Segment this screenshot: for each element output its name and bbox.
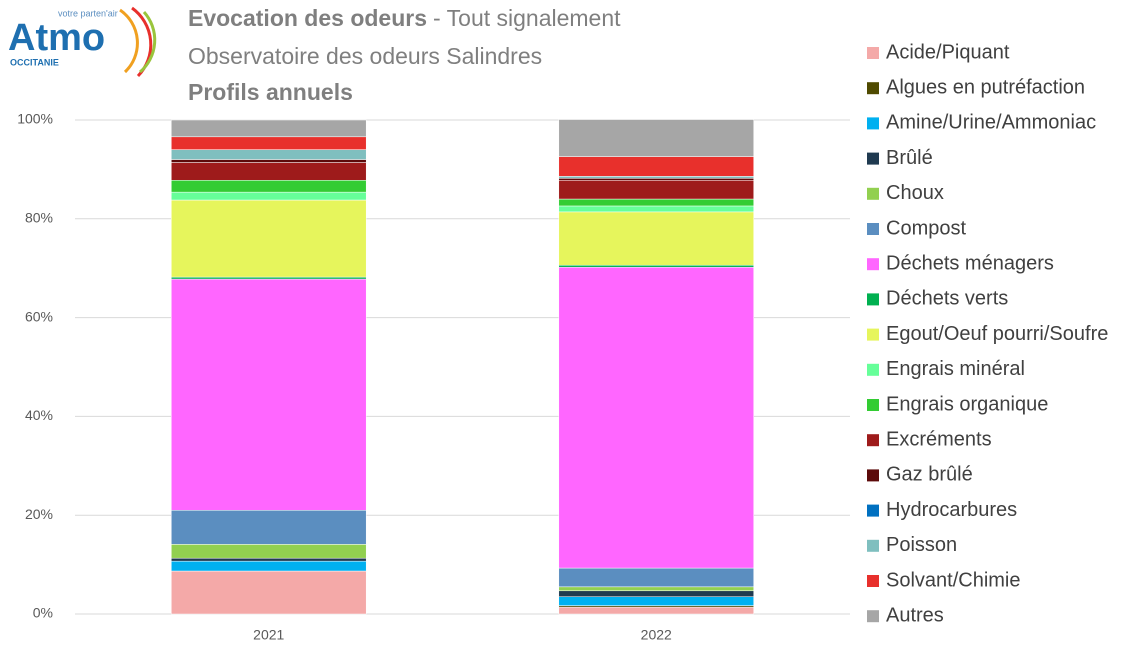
legend-swatch	[867, 504, 879, 517]
bar-segment	[558, 590, 754, 597]
bar-segment	[171, 191, 367, 201]
bar-segment	[171, 276, 367, 280]
legend-swatch	[867, 434, 879, 447]
y-tick-label: 60%	[25, 308, 53, 324]
legend-label: Solvant/Chimie	[886, 569, 1021, 591]
legend-swatch	[867, 610, 879, 623]
bar-segment	[171, 119, 367, 138]
legend-label: Excréments	[886, 428, 992, 450]
logo: votre parten'air Atmo OCCITANIE	[8, 6, 157, 78]
legend-swatch	[867, 399, 879, 411]
y-tick-label: 20%	[25, 506, 53, 522]
legend-label: Déchets ménagers	[886, 252, 1054, 274]
title-bold: Evocation des odeurs	[188, 5, 427, 31]
legend-swatch	[867, 223, 879, 235]
y-tick-label: 100%	[17, 111, 53, 127]
legend-label: Autres	[886, 604, 944, 626]
bar-segment	[558, 178, 754, 181]
y-tick-label: 80%	[25, 210, 53, 226]
bar-segment	[171, 162, 367, 181]
bar-segment	[171, 510, 367, 545]
legend-swatch	[867, 575, 879, 587]
y-tick-label: 40%	[25, 407, 53, 423]
legend-swatch	[867, 293, 879, 306]
logo-arc	[139, 10, 157, 74]
legend-label: Choux	[886, 182, 944, 204]
bar-segment	[171, 570, 367, 615]
bar-segment	[171, 199, 367, 278]
bar-segment	[558, 266, 754, 569]
bar-segment	[558, 264, 754, 268]
legend-label: Déchets verts	[886, 288, 1008, 310]
legend-swatch	[867, 152, 879, 165]
bar-segment	[171, 560, 367, 572]
legend-label: Algues en putréfaction	[886, 76, 1085, 98]
chart-subtitle: Observatoire des odeurs Salindres	[188, 43, 542, 69]
bar-segment	[558, 596, 754, 606]
legend-label: Compost	[886, 217, 966, 239]
legend-swatch	[867, 82, 879, 95]
bar-segment	[171, 278, 367, 511]
bar-segment	[171, 149, 367, 160]
legend-label: Gaz brûlé	[886, 464, 973, 486]
bar-segment	[558, 176, 754, 179]
logo-arc	[119, 8, 139, 74]
legend-swatch	[867, 258, 879, 271]
x-tick-label: 2021	[253, 627, 284, 643]
bar-segment	[171, 557, 367, 562]
bar-segment	[558, 211, 754, 266]
bar-segment	[558, 586, 754, 592]
title-suffix: - Tout signalement	[433, 5, 621, 31]
legend-swatch	[867, 117, 879, 130]
bar-segment	[171, 159, 367, 163]
logo-brand: Atmo	[8, 17, 105, 59]
bar-segment	[558, 606, 754, 615]
chart-subtitle2: Profils annuels	[188, 79, 353, 105]
legend-label: Hydrocarbures	[886, 499, 1017, 521]
bar-segment	[171, 544, 367, 559]
legend-swatch	[867, 47, 879, 59]
legend-label: Engrais minéral	[886, 358, 1025, 380]
legend-swatch	[867, 363, 879, 376]
logo-tagline: votre parten'air	[58, 8, 118, 18]
legend-label: Brûlé	[886, 147, 933, 169]
legend-swatch	[867, 328, 879, 341]
legend-label: Engrais organique	[886, 393, 1048, 415]
bar-segment	[558, 567, 754, 588]
legend-swatch	[867, 539, 879, 552]
bar-segment	[558, 156, 754, 177]
chart-title: Evocation des odeurs - Tout signalement	[188, 5, 621, 31]
bar-segment	[558, 119, 754, 157]
bar-segment	[171, 136, 367, 150]
bar-segment	[558, 180, 754, 200]
legend-label: Acide/Piquant	[886, 41, 1010, 63]
legend-swatch	[867, 469, 879, 482]
y-tick-label: 0%	[33, 605, 53, 621]
bar-segment	[171, 180, 367, 193]
logo-region: OCCITANIE	[10, 57, 59, 67]
legend-label: Poisson	[886, 534, 957, 556]
x-tick-label: 2022	[641, 627, 672, 643]
bar-segment	[558, 198, 754, 207]
legend-label: Egout/Oeuf pourri/Soufre	[886, 323, 1108, 345]
legend-swatch	[867, 187, 879, 200]
legend-label: Amine/Urine/Ammoniac	[886, 112, 1096, 134]
bar-segment	[558, 205, 754, 213]
